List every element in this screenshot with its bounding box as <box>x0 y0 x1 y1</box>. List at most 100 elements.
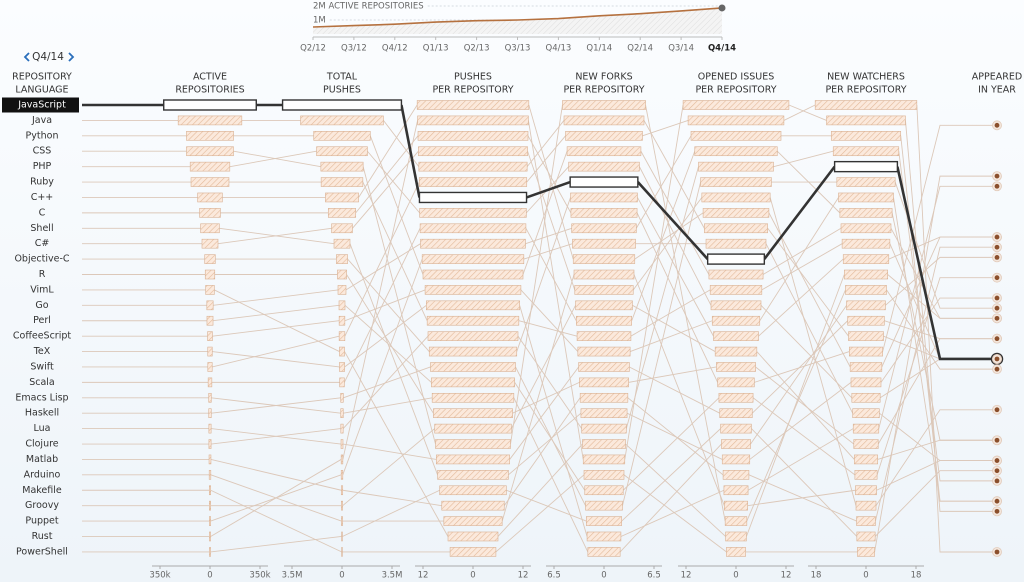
bar <box>852 423 880 434</box>
connector <box>760 305 853 399</box>
bar <box>577 346 631 357</box>
connector <box>636 212 719 383</box>
language-label[interactable]: Matlab <box>26 454 58 465</box>
language-label[interactable]: Rust <box>32 531 53 542</box>
connector <box>342 120 419 460</box>
connector <box>898 151 993 482</box>
axis-tick-label: 12 <box>418 571 429 581</box>
language-label[interactable]: Haskell <box>25 408 59 419</box>
bar <box>419 223 527 234</box>
connector <box>755 366 855 445</box>
language-label[interactable]: Objective-C <box>14 254 69 265</box>
axis-tick-label: 3.5M <box>382 571 403 581</box>
bar <box>435 439 511 449</box>
prev-quarter[interactable] <box>23 52 30 62</box>
language-label[interactable]: Makefile <box>22 485 62 496</box>
connector <box>520 289 579 352</box>
bar <box>724 500 748 511</box>
axes: 350k 0 350k 3.5M 0 3.5M 12 0 12 6.5 0 6.5 12 0 12 18 0 18 <box>149 565 924 581</box>
connector <box>525 227 572 245</box>
bar <box>339 377 345 388</box>
bar <box>726 547 746 557</box>
language-label[interactable]: Python <box>26 130 59 141</box>
bar <box>320 161 364 172</box>
bar <box>836 177 896 187</box>
language-label[interactable]: Scala <box>29 377 55 388</box>
language-label[interactable]: PowerShell <box>16 546 68 557</box>
connector <box>751 320 848 414</box>
bar <box>419 208 527 218</box>
bar <box>569 176 639 188</box>
language-label[interactable]: R <box>39 269 46 280</box>
connector <box>212 335 340 368</box>
axis-tick-label: 0 <box>863 571 868 581</box>
connector <box>526 135 566 183</box>
connector <box>210 489 342 553</box>
bar <box>708 269 764 280</box>
language-label[interactable]: Arduino <box>24 469 61 480</box>
language-label[interactable]: C <box>39 207 46 218</box>
bar <box>340 392 344 403</box>
language-label[interactable]: Java <box>31 115 52 126</box>
language-label[interactable]: CoffeeScript <box>13 331 72 342</box>
connector <box>747 489 856 507</box>
language-label[interactable]: TeX <box>33 346 51 357</box>
language-label[interactable]: Emacs Lisp <box>15 392 68 403</box>
language-label[interactable]: C# <box>35 238 50 249</box>
bar <box>340 408 344 419</box>
connector <box>344 304 427 368</box>
x-tick-label: Q1/13 <box>423 44 449 54</box>
connector <box>508 412 582 476</box>
bar <box>316 146 368 157</box>
bar <box>814 100 918 110</box>
language-label[interactable]: JavaScript <box>17 100 66 111</box>
bar <box>436 454 510 465</box>
area <box>313 7 722 35</box>
language-label[interactable]: CSS <box>33 146 52 157</box>
header: PER REPOSITORY <box>825 85 906 96</box>
bar <box>571 223 637 234</box>
connector <box>746 289 846 522</box>
language-label[interactable]: Ruby <box>30 177 54 188</box>
language-label[interactable]: Shell <box>30 223 53 234</box>
bar <box>190 177 230 187</box>
year-dot <box>994 498 1000 504</box>
axis-tick-label: 0 <box>339 571 344 581</box>
bar <box>331 223 353 234</box>
year-dot <box>994 315 1000 321</box>
bar <box>421 254 525 264</box>
connector <box>876 277 993 475</box>
labels: REPOSITORYLANGUAGEJavaScriptJavaPythonCS… <box>2 72 1022 557</box>
bar <box>439 485 507 496</box>
bar <box>826 115 906 126</box>
language-label[interactable]: Lua <box>34 423 51 434</box>
bar <box>706 253 766 265</box>
connector <box>645 104 726 522</box>
connector <box>628 366 717 383</box>
language-label[interactable]: Puppet <box>25 516 58 527</box>
connector <box>783 104 816 121</box>
language-label[interactable]: PHP <box>33 161 52 172</box>
language-label[interactable]: Perl <box>33 315 51 326</box>
bar <box>209 500 211 511</box>
bar <box>851 392 881 403</box>
x-tick-label: Q2/14 <box>627 44 653 54</box>
language-label[interactable]: Clojure <box>25 439 58 450</box>
next-quarter[interactable] <box>68 52 75 62</box>
language-label[interactable]: C++ <box>31 192 54 203</box>
language-label[interactable]: Swift <box>30 361 54 372</box>
axis-tick-label: 18 <box>911 571 922 581</box>
bar <box>842 254 890 264</box>
connector <box>754 351 850 383</box>
language-label[interactable]: VimL <box>30 284 54 295</box>
connector <box>497 443 583 537</box>
connector <box>501 274 575 522</box>
bar <box>573 269 635 280</box>
bar <box>576 331 632 341</box>
connector <box>513 397 589 553</box>
language-label[interactable]: Groovy <box>25 500 59 511</box>
year-dot <box>994 183 1000 189</box>
language-label[interactable]: Go <box>35 300 48 311</box>
bar <box>327 208 357 218</box>
bar <box>846 300 886 311</box>
